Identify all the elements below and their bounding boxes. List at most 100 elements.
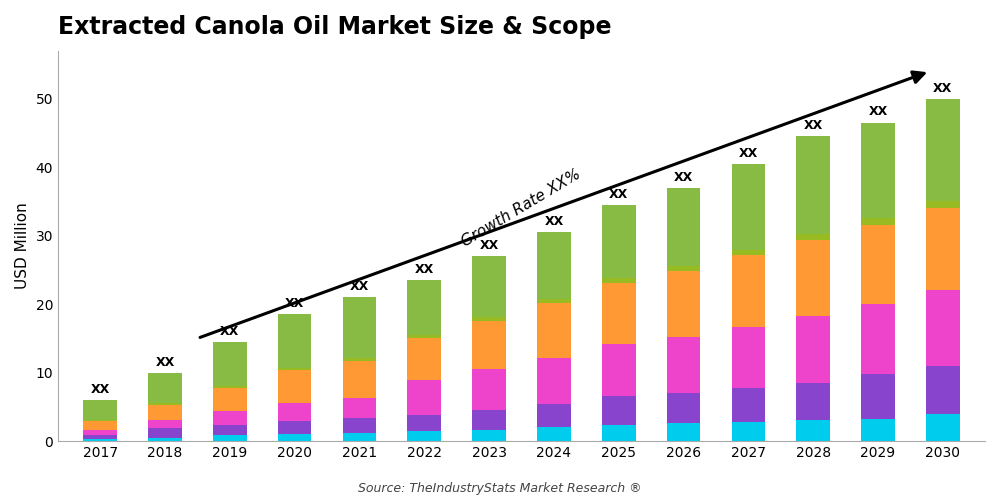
Text: XX: XX (868, 106, 888, 118)
Bar (148, 404, 182, 405)
Bar (602, 396, 636, 424)
Bar (667, 393, 700, 424)
Text: XX: XX (220, 324, 239, 338)
Bar (796, 316, 830, 383)
Bar (602, 424, 636, 441)
Bar (343, 418, 376, 432)
Bar (83, 434, 117, 440)
Bar (472, 430, 506, 441)
Bar (148, 372, 182, 404)
Bar (926, 290, 960, 366)
Bar (537, 299, 571, 303)
Text: Growth Rate XX%: Growth Rate XX% (459, 166, 584, 250)
Text: XX: XX (415, 263, 434, 276)
Bar (861, 218, 895, 224)
Text: XX: XX (609, 188, 628, 200)
Bar (667, 337, 700, 393)
Bar (148, 428, 182, 438)
Bar (861, 419, 895, 441)
Bar (83, 440, 117, 441)
Y-axis label: USD Million: USD Million (15, 202, 30, 290)
Bar (213, 342, 247, 386)
Bar (278, 434, 311, 441)
Bar (732, 256, 765, 328)
Bar (343, 360, 376, 398)
Bar (83, 400, 117, 420)
Bar (861, 304, 895, 374)
Bar (732, 422, 765, 441)
Bar (537, 358, 571, 404)
Bar (407, 335, 441, 338)
Text: XX: XX (544, 215, 564, 228)
Bar (732, 388, 765, 422)
Bar (472, 410, 506, 430)
Text: XX: XX (804, 119, 823, 132)
Text: XX: XX (739, 146, 758, 160)
Bar (278, 370, 311, 403)
Bar (602, 205, 636, 278)
Bar (278, 403, 311, 421)
Bar (796, 136, 830, 234)
Bar (472, 369, 506, 410)
Bar (148, 405, 182, 420)
Bar (343, 398, 376, 418)
Bar (343, 358, 376, 360)
Bar (926, 208, 960, 290)
Text: XX: XX (674, 170, 693, 183)
Bar (667, 424, 700, 441)
Bar (732, 250, 765, 256)
Bar (213, 386, 247, 388)
Bar (148, 438, 182, 441)
Bar (861, 224, 895, 304)
Text: XX: XX (285, 298, 304, 310)
Text: Source: TheIndustryStats Market Research ®: Source: TheIndustryStats Market Research… (358, 482, 642, 495)
Bar (732, 164, 765, 250)
Bar (213, 425, 247, 435)
Bar (732, 328, 765, 388)
Bar (278, 421, 311, 434)
Bar (861, 374, 895, 419)
Bar (602, 344, 636, 396)
Bar (796, 240, 830, 316)
Bar (472, 317, 506, 321)
Bar (796, 420, 830, 441)
Bar (472, 321, 506, 369)
Bar (407, 280, 441, 335)
Bar (537, 232, 571, 299)
Bar (407, 432, 441, 441)
Bar (343, 298, 376, 358)
Bar (278, 314, 311, 368)
Bar (472, 256, 506, 317)
Text: XX: XX (933, 82, 952, 94)
Bar (667, 272, 700, 337)
Bar (926, 366, 960, 414)
Bar (83, 430, 117, 434)
Text: XX: XX (91, 383, 110, 396)
Bar (926, 414, 960, 441)
Bar (602, 278, 636, 283)
Bar (667, 188, 700, 266)
Bar (796, 234, 830, 240)
Bar (83, 420, 117, 430)
Text: XX: XX (350, 280, 369, 293)
Bar (537, 426, 571, 441)
Bar (861, 122, 895, 218)
Bar (537, 303, 571, 358)
Bar (407, 416, 441, 432)
Bar (407, 380, 441, 416)
Bar (343, 432, 376, 441)
Bar (148, 420, 182, 428)
Bar (213, 412, 247, 425)
Text: Extracted Canola Oil Market Size & Scope: Extracted Canola Oil Market Size & Scope (58, 15, 612, 39)
Bar (213, 435, 247, 441)
Bar (602, 283, 636, 344)
Bar (278, 368, 311, 370)
Text: XX: XX (155, 356, 175, 368)
Bar (667, 266, 700, 272)
Bar (407, 338, 441, 380)
Bar (926, 202, 960, 208)
Bar (537, 404, 571, 426)
Bar (926, 98, 960, 202)
Bar (213, 388, 247, 411)
Bar (796, 383, 830, 420)
